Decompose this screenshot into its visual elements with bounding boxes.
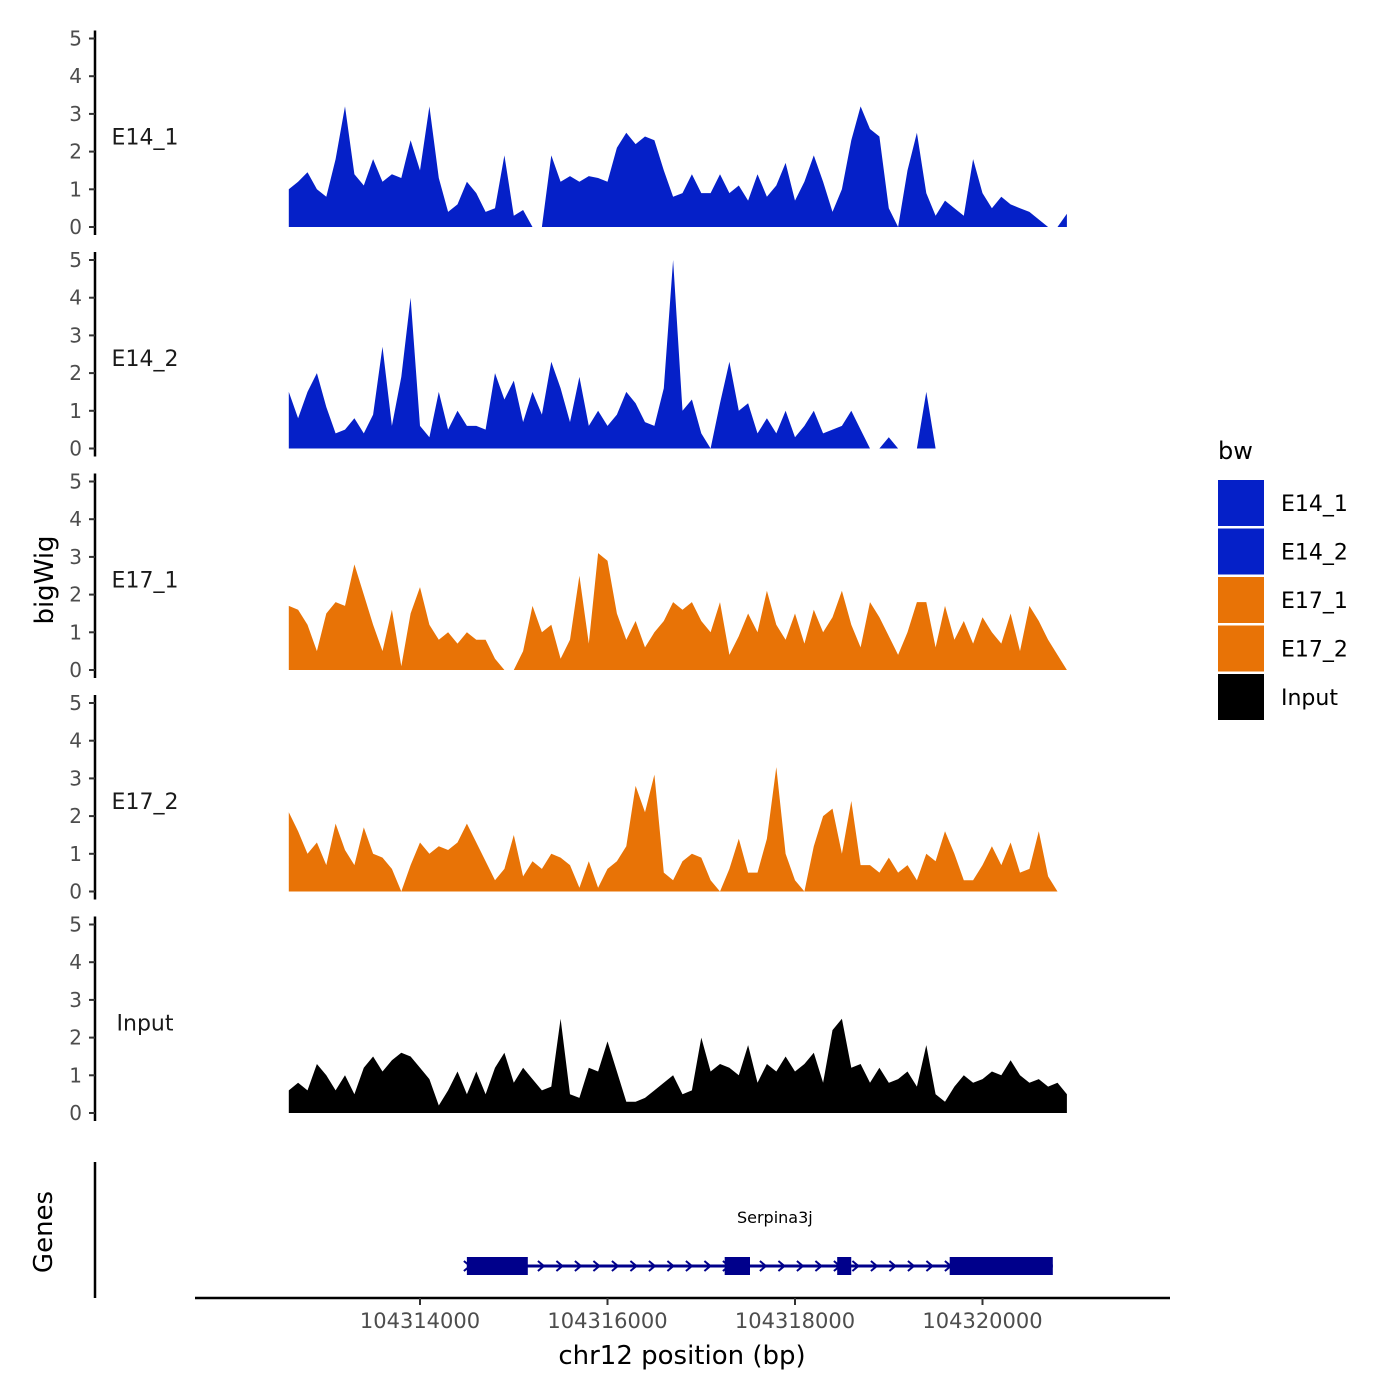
gene-exon [724, 1257, 750, 1275]
y-tick-label: 1 [69, 620, 82, 644]
signal-area [288, 553, 1067, 670]
legend-item: E17_2 [1218, 625, 1348, 672]
x-tick-label: 104314000 [360, 1309, 480, 1333]
track-panels: 0 1 2 3 4 5 E14_1 0 1 2 3 4 5 E14_2 0 1 2 3 4 5 E17_1 0 1 2 3 4 5 E… [69, 27, 1067, 1125]
y-tick-label: 1 [69, 842, 82, 866]
legend-swatch [1218, 674, 1264, 720]
y-tick-label: 1 [69, 177, 82, 201]
y-tick-label: 5 [69, 470, 82, 494]
y-tick-label: 2 [69, 804, 82, 828]
track-e14-1: 0 1 2 3 4 5 E14_1 [69, 27, 1067, 239]
y-tick-label: 5 [69, 913, 82, 937]
gene-exon [949, 1257, 1053, 1275]
legend-label: Input [1281, 686, 1338, 711]
track-label: Input [117, 1012, 174, 1037]
legend-swatch [1218, 528, 1264, 575]
y-tick-label: 2 [69, 361, 82, 385]
legend-item: E14_1 [1218, 480, 1348, 526]
strand-arrow [611, 1260, 620, 1272]
track-e14-2: 0 1 2 3 4 5 E14_2 [69, 248, 936, 461]
x-tick-label: 104318000 [735, 1309, 855, 1333]
legend-item: E17_1 [1218, 577, 1348, 623]
y-tick-label: 1 [69, 1063, 82, 1087]
y-tick-label: 5 [69, 248, 82, 272]
signal-area [288, 106, 1067, 227]
legend-swatch [1218, 625, 1264, 672]
y-tick-label: 4 [69, 950, 82, 974]
legend-title: bw [1218, 437, 1253, 465]
y-tick-label: 4 [69, 286, 82, 310]
y-tick-label: 5 [69, 27, 82, 51]
signal-area [288, 767, 1058, 892]
y-tick-label: 0 [69, 880, 82, 904]
strand-arrow [703, 1260, 712, 1272]
genes-axis-title: Genes [29, 1191, 59, 1273]
x-tick-label: 104316000 [547, 1309, 667, 1333]
strand-arrow [870, 1260, 879, 1272]
track-e17-2: 0 1 2 3 4 5 E17_2 [69, 691, 1058, 904]
y-tick-label: 3 [69, 102, 82, 126]
track-label: E17_2 [112, 790, 179, 815]
y-tick-label: 0 [69, 658, 82, 682]
strand-arrow [629, 1260, 638, 1272]
strand-arrow [777, 1260, 786, 1272]
strand-arrow [555, 1260, 564, 1272]
legend-item: Input [1218, 674, 1338, 720]
strand-arrow [888, 1260, 897, 1272]
strand-arrow [666, 1260, 675, 1272]
legend-label: E17_1 [1281, 589, 1348, 614]
track-label: E14_1 [112, 126, 179, 151]
y-tick-label: 2 [69, 140, 82, 164]
x-tick-label: 104320000 [922, 1309, 1042, 1333]
track-input: 0 1 2 3 4 5 Input [69, 913, 1067, 1125]
y-tick-label: 3 [69, 545, 82, 569]
y-tick-label: 3 [69, 766, 82, 790]
strand-arrow [537, 1260, 546, 1272]
strand-arrow [925, 1260, 934, 1272]
strand-arrow [759, 1260, 768, 1272]
legend-swatch [1218, 480, 1264, 526]
legend-label: E14_1 [1281, 492, 1348, 517]
legend: bw E14_1 E14_2 E17_1 E17_2 Input [1218, 437, 1348, 720]
strand-arrow [796, 1260, 805, 1272]
y-tick-label: 4 [69, 64, 82, 88]
strand-arrow [574, 1260, 583, 1272]
legend-label: E17_2 [1281, 638, 1348, 663]
y-tick-label: 4 [69, 507, 82, 531]
y-tick-label: 4 [69, 729, 82, 753]
y-tick-label: 0 [69, 437, 82, 461]
legend-swatch [1218, 577, 1264, 623]
strand-arrow [685, 1260, 694, 1272]
genes-track: Serpina3j [93, 1162, 1053, 1298]
y-tick-label: 5 [69, 691, 82, 715]
signal-area [288, 260, 936, 449]
y-tick-label: 3 [69, 323, 82, 347]
y-tick-label: 1 [69, 399, 82, 423]
y-tick-label: 0 [69, 1101, 82, 1125]
signal-area [288, 1018, 1067, 1113]
strand-arrow [851, 1260, 860, 1272]
gene-name: Serpina3j [737, 1208, 813, 1227]
strand-arrow [907, 1260, 916, 1272]
y-tick-label: 3 [69, 988, 82, 1012]
strand-arrow [592, 1260, 601, 1272]
y-axis-title: bigWig [30, 535, 60, 624]
strand-arrow [648, 1260, 657, 1272]
x-axis: 104314000 104316000 104318000 104320000 [195, 1296, 1170, 1333]
y-tick-label: 2 [69, 583, 82, 607]
gene-exon [837, 1257, 852, 1275]
x-axis-title: chr12 position (bp) [558, 1341, 805, 1371]
track-label: E17_1 [112, 569, 179, 594]
y-tick-label: 0 [69, 215, 82, 239]
track-e17-1: 0 1 2 3 4 5 E17_1 [69, 470, 1067, 682]
legend-item: E14_2 [1218, 528, 1348, 575]
gene-exon [466, 1257, 528, 1275]
legend-label: E14_2 [1281, 541, 1348, 566]
track-label: E14_2 [112, 347, 179, 372]
y-tick-label: 2 [69, 1026, 82, 1050]
strand-arrow [814, 1260, 823, 1272]
